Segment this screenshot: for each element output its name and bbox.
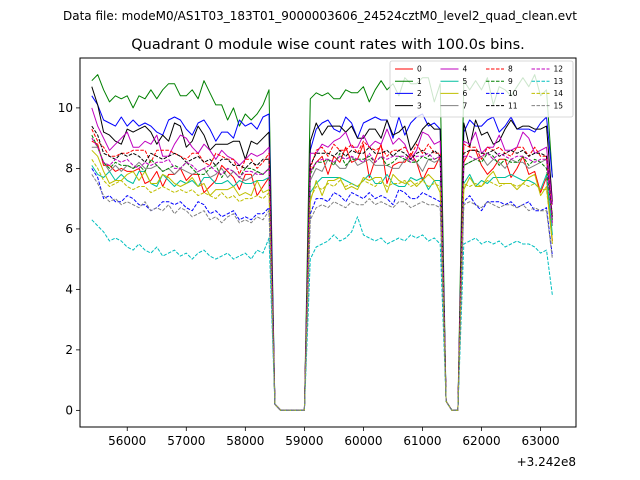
legend-label-3: 3 [417, 101, 422, 110]
suptitle: Data file: modeM0/AS1T03_183T01_90000036… [63, 9, 577, 23]
legend-label-14: 14 [554, 89, 564, 98]
legend-label-0: 0 [417, 65, 422, 74]
chart-title: Quadrant 0 module wise count rates with … [131, 37, 525, 53]
legend-label-6: 6 [463, 89, 468, 98]
series-line-11 [91, 125, 553, 411]
plot-frame [79, 57, 577, 428]
y-tick-label: 4 [65, 282, 73, 296]
y-tick-label: 6 [65, 222, 73, 236]
series-line-10 [91, 168, 553, 411]
legend-label-10: 10 [508, 89, 518, 98]
legend-label-7: 7 [463, 101, 468, 110]
series-line-14 [91, 159, 553, 411]
legend-label-12: 12 [554, 65, 564, 74]
x-tick-label: 63000 [521, 434, 559, 448]
legend-label-2: 2 [417, 89, 422, 98]
legend-label-15: 15 [554, 101, 564, 110]
x-tick-label: 59000 [285, 434, 323, 448]
series-line-8 [91, 128, 553, 411]
y-tick-label: 0 [65, 403, 73, 417]
legend-label-5: 5 [463, 77, 468, 86]
series-line-0 [91, 140, 553, 411]
legend-label-13: 13 [554, 77, 564, 86]
series-line-2 [91, 95, 553, 411]
x-tick-label: 56000 [108, 434, 146, 448]
series-line-12 [91, 137, 553, 411]
series-line-3 [91, 86, 553, 411]
x-tick-label: 62000 [462, 434, 500, 448]
legend-label-1: 1 [417, 77, 422, 86]
x-tick-label: 58000 [226, 434, 264, 448]
y-tick-label: 8 [65, 161, 73, 175]
legend-box [389, 60, 574, 118]
legend-label-4: 4 [463, 65, 468, 74]
series-line-13 [91, 216, 553, 411]
legend-label-9: 9 [508, 77, 513, 86]
x-tick-label: 60000 [344, 434, 382, 448]
y-tick-label: 2 [65, 343, 73, 357]
x-tick-label: 57000 [167, 434, 205, 448]
x-offset-label: +3.242e8 [517, 455, 576, 469]
x-tick-label: 61000 [403, 434, 441, 448]
legend-label-11: 11 [508, 101, 518, 110]
y-tick-label: 10 [58, 101, 73, 115]
series-line-6 [91, 149, 553, 411]
legend-label-8: 8 [508, 65, 513, 74]
